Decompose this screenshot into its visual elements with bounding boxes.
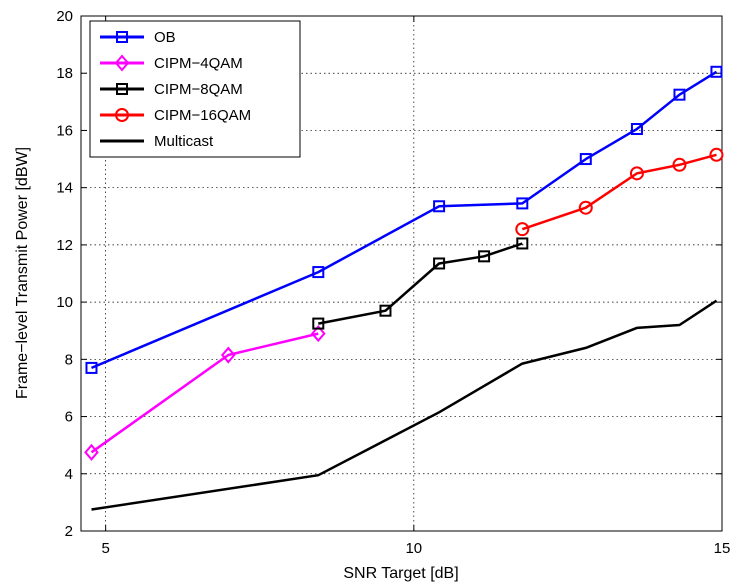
data-point-ob: [579, 153, 592, 166]
x-tick-label: 10: [405, 540, 422, 557]
data-point-cipm-16qam: [672, 157, 687, 172]
legend-marker: [115, 108, 129, 122]
y-tick-label: 14: [56, 180, 73, 197]
data-point-ob: [433, 200, 446, 213]
legend-label: CIPM−4QAM: [154, 55, 243, 72]
series-multicast: [91, 299, 718, 511]
data-point-ob: [85, 361, 98, 374]
y-tick-label: 10: [56, 294, 73, 311]
series-layer: [84, 65, 724, 511]
y-tick-label: 4: [65, 466, 73, 483]
legend-entry-cipm-4qam: CIPM−4QAM: [100, 54, 243, 72]
data-point-cipm-4qam: [310, 325, 326, 343]
legend-label: Multicast: [154, 133, 214, 150]
data-point-ob: [630, 123, 643, 136]
series-line-ob: [91, 70, 718, 370]
data-point-cipm-16qam: [629, 166, 644, 181]
data-point-cipm-4qam: [84, 443, 99, 461]
legend-marker: [114, 54, 130, 72]
series-ob: [85, 65, 723, 374]
data-point-ob: [312, 266, 325, 279]
y-tick-label: 6: [65, 409, 73, 426]
axis-ticks: 2 4 6 8 10 12 14 16 18 20 5 10 15: [56, 8, 730, 557]
data-point-ob: [516, 197, 529, 210]
y-tick-label: 20: [56, 8, 73, 25]
y-tick-label: 16: [56, 122, 73, 139]
y-tick-label: 18: [56, 65, 73, 82]
series-line-cipm-16qam: [521, 153, 717, 231]
legend-marker: [116, 83, 128, 95]
data-point-cipm-16qam: [578, 200, 593, 215]
legend-entry-ob: OB: [100, 29, 176, 46]
y-tick-label: 12: [56, 237, 73, 254]
x-axis-label: SNR Target [dB]: [343, 565, 458, 582]
y-tick-label: 2: [65, 523, 73, 540]
series-line-cipm-4qam: [90, 332, 319, 454]
data-point-cipm-4qam: [220, 346, 236, 364]
legend-entry-cipm-16qam: CIPM−16QAM: [100, 107, 251, 124]
legend-entry-multicast: Multicast: [100, 133, 214, 150]
data-point-ob: [673, 88, 686, 101]
grid: [81, 16, 722, 531]
legend: OB CIPM−4QAM CIPM−8QAM CIPM−16QAM Multicast: [89, 20, 301, 158]
x-tick-label: 5: [101, 540, 109, 557]
y-axis-label: Frame−level Transmit Power [dBW]: [14, 147, 31, 399]
legend-label: CIPM−16QAM: [154, 107, 251, 124]
data-point-cipm-8qam: [379, 304, 392, 317]
legend-label: OB: [154, 29, 176, 46]
data-point-ob: [710, 65, 723, 78]
data-point-cipm-16qam: [515, 222, 530, 237]
legend-label: CIPM−8QAM: [154, 81, 243, 98]
y-tick-label: 8: [65, 351, 73, 368]
series-line-multicast: [91, 299, 718, 511]
series-cipm-4qam: [84, 325, 326, 461]
series-line-cipm-8qam: [318, 242, 523, 325]
data-point-cipm-8qam: [516, 237, 529, 250]
series-cipm-16qam: [515, 147, 724, 237]
data-point-cipm-8qam: [433, 257, 446, 270]
legend-marker: [116, 31, 128, 43]
data-point-cipm-8qam: [312, 317, 325, 330]
data-point-cipm-16qam: [709, 147, 724, 162]
data-point-cipm-8qam: [478, 250, 491, 263]
legend-entry-cipm-8qam: CIPM−8QAM: [100, 81, 243, 98]
x-tick-label: 15: [714, 540, 731, 557]
plot-frame: [80, 15, 723, 532]
series-cipm-8qam: [312, 237, 529, 330]
